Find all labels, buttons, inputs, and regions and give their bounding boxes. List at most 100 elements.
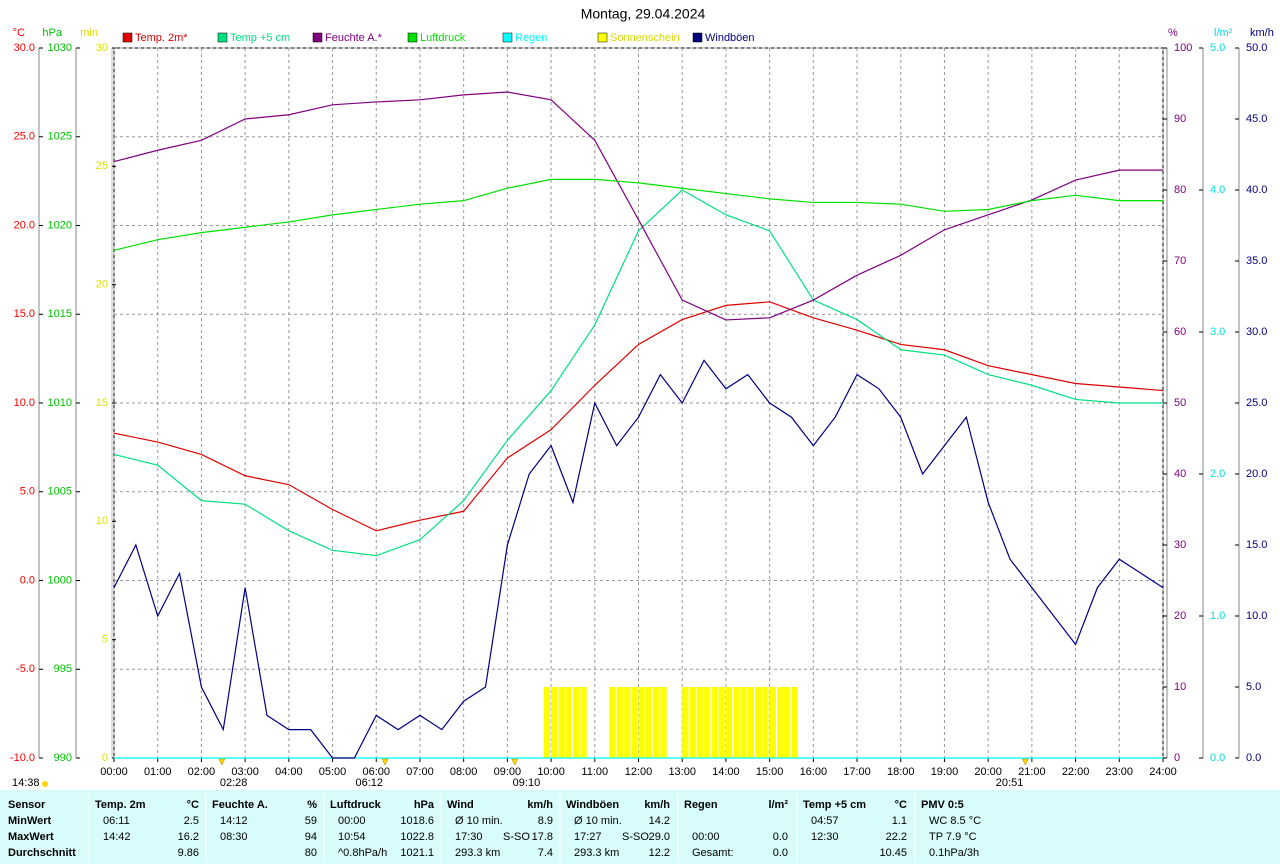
sunshine-bar (551, 687, 558, 758)
y-tick-label: 80 (1174, 184, 1186, 196)
y-tick-label: 70 (1174, 255, 1186, 267)
x-tick-label: 13:00 (668, 766, 696, 778)
legend-label: Feuchte A.* (325, 32, 383, 44)
cell-text: 10:54 (338, 831, 366, 843)
legend-swatch (597, 32, 608, 43)
x-tick-label: 08:00 (450, 766, 478, 778)
cell-text: ^0.8hPa/h (338, 847, 387, 859)
cell-value: 10.45 (879, 847, 907, 859)
y-tick-label: 10.0 (1246, 610, 1267, 622)
x-tick-label: 04:00 (275, 766, 303, 778)
column-title: Windböen (566, 799, 619, 811)
x-tick-label: 18:00 (887, 766, 915, 778)
x-tick-label: 22:00 (1062, 766, 1090, 778)
cell-text: 06:11 (103, 815, 130, 827)
axis-label: °C (13, 27, 25, 39)
time-marker (218, 758, 226, 766)
cell-value: 12.2 (649, 847, 670, 859)
y-tick-label: 30.0 (14, 42, 35, 54)
column-title: Temp +5 cm (803, 799, 866, 811)
y-tick-label: 0.0 (1210, 752, 1225, 764)
y-tick-label: 1015 (48, 308, 72, 320)
sunshine-bar (558, 687, 565, 758)
cell-text: 0.1hPa/3h (929, 847, 979, 859)
y-tick-label: 40 (1174, 468, 1186, 480)
y-tick-label: -5.0 (16, 663, 35, 675)
y-tick-label: 25.0 (1246, 397, 1267, 409)
axis-label: hPa (42, 27, 62, 39)
legend-swatch (692, 32, 703, 43)
y-tick-label: 20.0 (14, 219, 35, 231)
cell-value: 17.8 (532, 831, 553, 843)
y-tick-label: 995 (54, 663, 72, 675)
x-tick-label: 03:00 (231, 766, 259, 778)
sunshine-bar (638, 687, 645, 758)
y-tick-label: 5.0 (1210, 42, 1225, 54)
column-unit: l/m² (768, 799, 788, 811)
y-tick-label: 10.0 (14, 397, 35, 409)
cell-text: 04:57 (811, 815, 839, 827)
cell-text: 17:27 (574, 831, 602, 843)
series-line (113, 91, 1163, 321)
column-unit: km/h (527, 799, 553, 811)
cell-value: 1022.8 (400, 831, 434, 843)
cell-value: 22.2 (886, 831, 907, 843)
y-tick-label: 50 (1174, 397, 1186, 409)
y-tick-label: 35.0 (1246, 255, 1267, 267)
column-title: Regen (684, 799, 718, 811)
time-marker-label: 20:51 (996, 777, 1024, 789)
sunshine-bar (704, 687, 711, 758)
y-tick-label: 990 (54, 752, 72, 764)
series-line (113, 178, 1163, 251)
day-length: 14:38 (12, 777, 40, 789)
y-tick-label: 45.0 (1246, 113, 1267, 125)
y-tick-label: 1030 (48, 42, 72, 54)
sunshine-bar (660, 687, 667, 758)
x-tick-label: 19:00 (931, 766, 959, 778)
y-tick-label: 1025 (48, 131, 72, 143)
y-tick-label: 50.0 (1246, 42, 1267, 54)
x-tick-label: 21:00 (1018, 766, 1046, 778)
cell-text: 00:00 (338, 815, 366, 827)
legend-label: Windböen (705, 32, 755, 44)
y-tick-label: 15 (96, 397, 108, 409)
sunshine-bar (652, 687, 660, 758)
sunshine-bar (624, 687, 631, 758)
cell-value: 7.4 (538, 847, 553, 859)
time-marker (511, 758, 519, 766)
sunshine-bar (609, 687, 616, 758)
stats-background (0, 790, 1280, 864)
legend-swatch (122, 32, 133, 43)
column-unit: °C (187, 799, 199, 811)
column-title: PMV 0:5 (921, 799, 964, 811)
x-tick-label: 02:00 (188, 766, 216, 778)
time-marker (1021, 758, 1029, 766)
cell-value: 80 (305, 847, 317, 859)
y-tick-label: 0 (102, 752, 108, 764)
y-tick-label: 4.0 (1210, 184, 1225, 196)
column-title: Temp. 2m (95, 799, 146, 811)
cell-value: 29.0 (649, 831, 670, 843)
sunshine-bar (769, 687, 776, 758)
x-tick-label: 16:00 (800, 766, 828, 778)
y-tick-label: 5.0 (1246, 681, 1261, 693)
sun-icon (42, 781, 48, 787)
cell-text: S-SO (503, 831, 530, 843)
sunshine-bar (631, 687, 638, 758)
cell-text: 14:12 (220, 815, 248, 827)
cell-text: 17:30 (455, 831, 483, 843)
cell-text: 293.3 km (574, 847, 619, 859)
row-label: MaxWert (8, 831, 54, 843)
cell-text: TP 7.9 °C (929, 831, 977, 843)
cell-value: 14.2 (649, 815, 670, 827)
time-marker (381, 758, 389, 766)
sunshine-bar (791, 687, 798, 758)
sunshine-bar (777, 687, 784, 758)
axis-label: % (1168, 27, 1178, 39)
y-tick-label: 10 (1174, 681, 1186, 693)
cell-text: 14:42 (103, 831, 131, 843)
cell-text: 00:00 (692, 831, 720, 843)
y-tick-label: 30 (96, 42, 108, 54)
y-tick-label: 20 (96, 279, 108, 291)
sunshine-bar (616, 687, 623, 758)
